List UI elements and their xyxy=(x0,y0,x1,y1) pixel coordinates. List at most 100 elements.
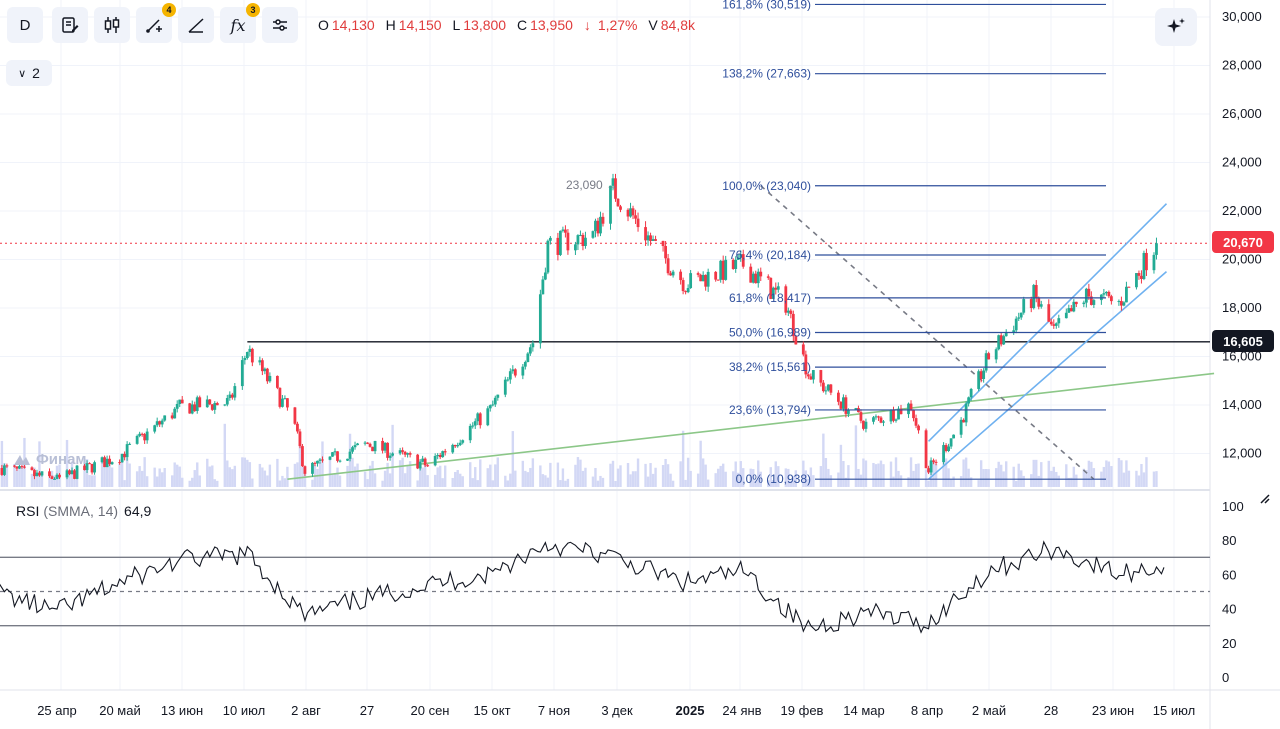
candle-body xyxy=(1120,301,1123,306)
candle-body xyxy=(1084,288,1088,303)
candle-body xyxy=(819,370,823,383)
candle-body xyxy=(541,279,545,295)
volume-bar xyxy=(1022,475,1025,487)
candle-body xyxy=(476,413,480,422)
drawings-button[interactable]: 4 xyxy=(136,3,176,43)
candle-body xyxy=(210,404,214,410)
fib-level-label: 61,8% (18,417) xyxy=(729,291,811,305)
candle-body xyxy=(188,403,192,414)
volume-bar xyxy=(807,478,810,487)
candle-body xyxy=(872,417,875,422)
volume-bar xyxy=(356,463,359,487)
volume-bar xyxy=(872,462,875,487)
trend-angle-icon xyxy=(188,18,204,33)
volume-bar xyxy=(504,475,507,487)
candle-body xyxy=(1037,297,1041,307)
candle-body xyxy=(243,358,247,361)
candle-body xyxy=(716,279,720,281)
chart-type-button[interactable] xyxy=(94,7,130,43)
compare-button[interactable] xyxy=(52,7,88,43)
volume-bar xyxy=(879,460,883,487)
fib-level-label: 23,6% (13,794) xyxy=(729,403,811,417)
open-label: O xyxy=(318,17,329,33)
volume-bar xyxy=(1145,457,1148,487)
candle-body xyxy=(13,465,16,467)
high-value: 14,150 xyxy=(398,17,442,33)
rsi-value: 64,9 xyxy=(124,503,152,519)
candle-body xyxy=(947,446,950,451)
candle-body xyxy=(331,452,334,457)
candle-body xyxy=(30,467,34,471)
change-arrow: ↓ xyxy=(583,17,591,33)
volume-bar xyxy=(163,467,166,487)
candle-body xyxy=(614,178,617,199)
volume-bar xyxy=(1065,464,1068,487)
volume-bar xyxy=(544,475,547,487)
volume-bar xyxy=(438,465,442,487)
candle-body xyxy=(829,384,833,393)
volume-bar xyxy=(661,464,665,487)
collapse-indicators-button[interactable]: ∨ 2 xyxy=(6,60,52,86)
candle-body xyxy=(286,398,289,408)
candle-body xyxy=(736,257,740,260)
candle-body xyxy=(704,274,708,287)
volume-bar xyxy=(719,465,722,487)
candle-body xyxy=(932,460,935,462)
edit-list-icon xyxy=(62,17,79,33)
candle-body xyxy=(170,415,174,419)
candle-body xyxy=(874,416,878,418)
candle-body xyxy=(225,398,229,405)
candle-body xyxy=(245,351,249,359)
price-tick-label: 24,000 xyxy=(1222,154,1262,169)
candle-body xyxy=(824,390,828,392)
volume-bar xyxy=(371,460,374,487)
candle-body xyxy=(363,442,367,444)
trend-tool-button[interactable] xyxy=(178,7,214,43)
volume-bar xyxy=(474,467,477,487)
volume-bar xyxy=(48,477,51,487)
candle-body xyxy=(205,399,209,408)
volume-bar xyxy=(158,468,161,487)
volume-bar xyxy=(494,464,497,487)
candle-body xyxy=(351,447,354,452)
settings-button[interactable] xyxy=(262,7,298,43)
volume-bar xyxy=(426,475,429,487)
candle-body xyxy=(468,425,472,441)
candle-body xyxy=(40,471,44,476)
time-tick-label: 10 июл xyxy=(223,703,265,718)
candle-body xyxy=(801,344,805,355)
candle-body xyxy=(120,453,124,463)
volume-label: V xyxy=(648,17,658,33)
candle-body xyxy=(58,474,61,478)
indicators-button[interactable]: fx 3 xyxy=(220,3,260,43)
volume-bar xyxy=(1085,470,1088,487)
volume-bar xyxy=(857,468,860,487)
resize-handle-icon[interactable] xyxy=(1258,492,1272,506)
volume-bar xyxy=(20,467,24,487)
volume-bar xyxy=(386,462,389,487)
volume-bar xyxy=(984,469,988,487)
volume-bar xyxy=(967,468,970,487)
candle-body xyxy=(646,235,650,241)
rsi-tick-label: 20 xyxy=(1222,636,1236,651)
volume-bar xyxy=(451,477,454,487)
ai-assistant-button[interactable] xyxy=(1155,8,1197,46)
candle-body xyxy=(909,403,913,410)
volume-bar xyxy=(654,467,657,487)
candle-body xyxy=(293,407,297,424)
candles-icon xyxy=(104,17,120,33)
candle-body xyxy=(18,466,21,469)
volume-bar xyxy=(1127,470,1131,487)
candle-body xyxy=(1029,299,1033,309)
interval-button[interactable]: D xyxy=(7,7,43,43)
ohlc-legend: O 14,130 H 14,150 L 13,800 C 13,950 ↓ 1,27% V… xyxy=(318,17,702,33)
volume-bar xyxy=(469,462,472,487)
volume-bar xyxy=(138,466,141,487)
volume-bar xyxy=(742,468,745,487)
candle-body xyxy=(809,376,813,380)
volume-bar xyxy=(529,467,532,487)
price-tick-label: 16,000 xyxy=(1222,348,1262,363)
volume-bar xyxy=(721,463,725,487)
candle-body xyxy=(105,458,109,468)
